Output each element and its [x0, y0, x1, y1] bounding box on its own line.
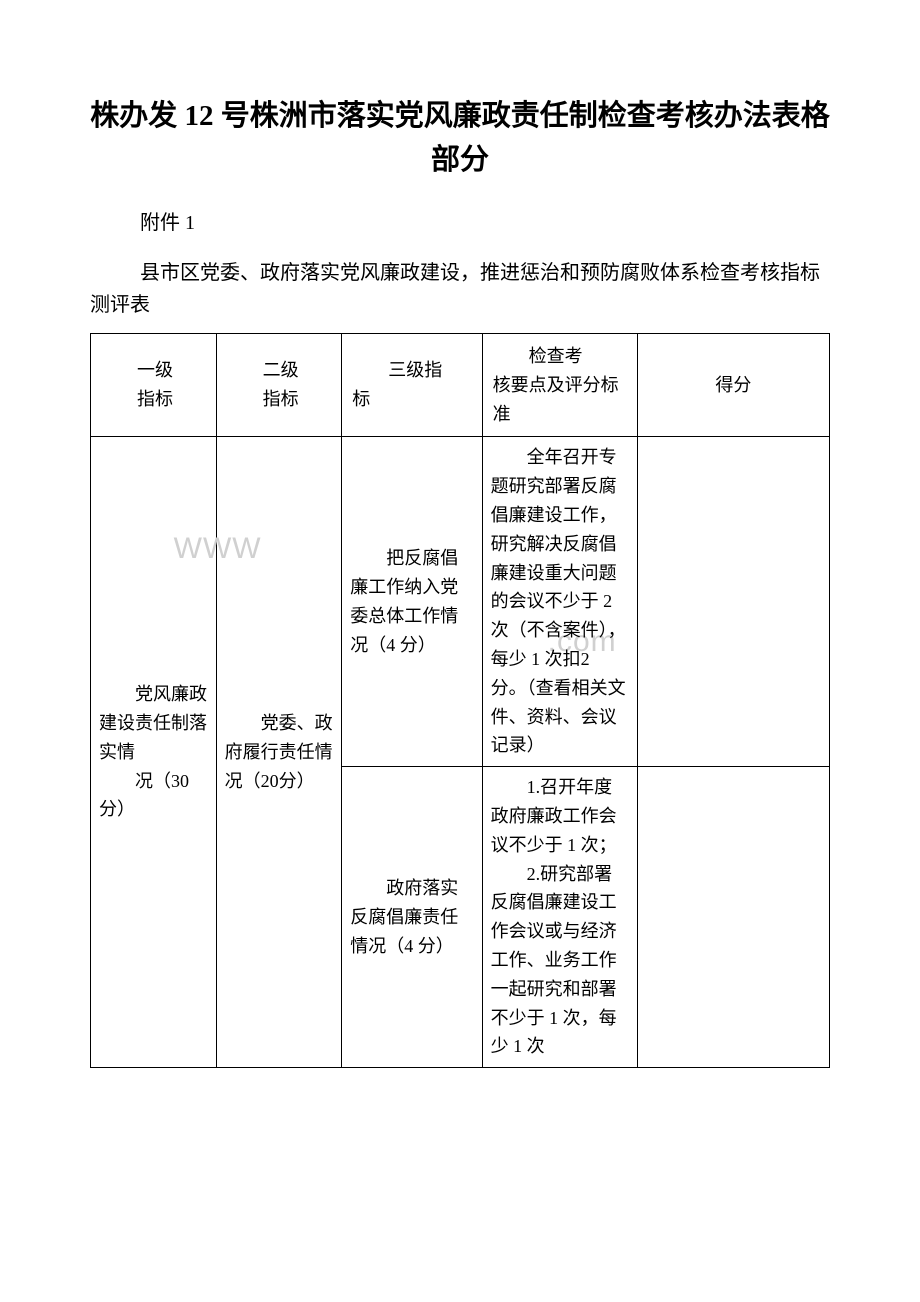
- document-title: 株办发 12 号株洲市落实党风廉政责任制检查考核办法表格部分: [90, 95, 830, 182]
- score-cell: [637, 437, 829, 767]
- header-level2: 二级 指标: [216, 334, 342, 437]
- evaluation-table: 一级 指标 二级 指标 三级指 标 检查考 核要点及评分标准 得分 党风廉政建设…: [90, 333, 830, 1068]
- header-score: 得分: [637, 334, 829, 437]
- level3-cell: 把反腐倡廉工作纳入党委总体工作情况（4 分）: [342, 437, 482, 767]
- header-criteria: 检查考 核要点及评分标准: [482, 334, 637, 437]
- table-row: 党风廉政建设责任制落实情 况（30分） WWW 党委、政府履行责任情况（20分）…: [91, 437, 830, 767]
- document-subtitle: 县市区党委、政府落实党风廉政建设，推进惩治和预防腐败体系检查考核指标测评表: [90, 257, 830, 321]
- criteria-cell: .com 全年召开专题研究部署反腐倡廉建设工作，研究解决反腐倡廉建设重大问题的会…: [482, 437, 637, 767]
- header-level3: 三级指 标: [342, 334, 482, 437]
- criteria-cell: 1.召开年度政府廉政工作会议不少于 1 次； 2.研究部署反腐倡廉建设工作会议或…: [482, 767, 637, 1068]
- attachment-label: 附件 1: [90, 207, 830, 239]
- score-cell: [637, 767, 829, 1068]
- table-header-row: 一级 指标 二级 指标 三级指 标 检查考 核要点及评分标准 得分: [91, 334, 830, 437]
- level1-cell: 党风廉政建设责任制落实情 况（30分）: [91, 437, 217, 1068]
- header-level1: 一级 指标: [91, 334, 217, 437]
- level3-cell: 政府落实反腐倡廉责任情况（4 分）: [342, 767, 482, 1068]
- level2-cell: WWW 党委、政府履行责任情况（20分）: [216, 437, 342, 1068]
